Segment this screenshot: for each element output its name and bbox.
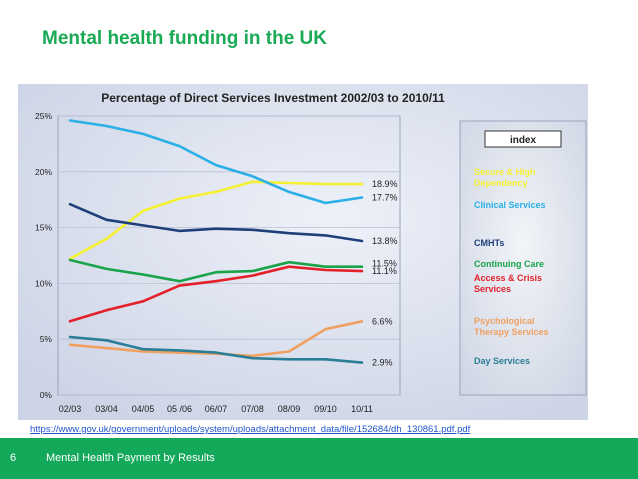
series-line bbox=[68, 180, 364, 261]
chart-figure: Percentage of Direct Services Investment… bbox=[18, 84, 588, 420]
legend-entry: Psychological Therapy Services bbox=[474, 316, 549, 337]
y-tick-label: 25% bbox=[35, 111, 52, 121]
source-link[interactable]: https://www.gov.uk/government/uploads/sy… bbox=[30, 424, 471, 435]
y-tick-label: 0% bbox=[40, 390, 53, 400]
end-data-label: 6.6% bbox=[372, 316, 393, 326]
x-tick-label: 07/08 bbox=[241, 404, 264, 414]
footer-bar: 6 Mental Health Payment by Results bbox=[0, 438, 638, 479]
legend-panel bbox=[459, 120, 587, 396]
x-tick-label: 03/04 bbox=[95, 404, 118, 414]
slide-title: Mental health funding in the UK bbox=[42, 28, 327, 49]
y-tick-label: 5% bbox=[40, 334, 53, 344]
x-tick-label: 09/10 bbox=[314, 404, 337, 414]
end-data-label: 11.1% bbox=[372, 266, 397, 276]
end-data-label: 2.9% bbox=[372, 358, 393, 368]
series-line bbox=[68, 335, 364, 364]
footer-text: Mental Health Payment by Results bbox=[46, 452, 215, 464]
x-tick-label: 02/03 bbox=[59, 404, 82, 414]
end-data-label: 11.5% bbox=[372, 259, 397, 269]
y-tick-label: 10% bbox=[35, 278, 52, 288]
x-tick-label: 08/09 bbox=[278, 404, 301, 414]
x-tick-label: 06/07 bbox=[205, 404, 228, 414]
legend-entry: CMHTs bbox=[474, 238, 504, 248]
legend-entry: Secure & High Dependency bbox=[474, 167, 536, 188]
y-tick-label: 15% bbox=[35, 223, 52, 233]
end-data-label: 13.8% bbox=[372, 236, 398, 246]
y-tick-label: 20% bbox=[35, 167, 52, 177]
x-tick-label: 05 /06 bbox=[167, 404, 192, 414]
x-tick-label: 04/05 bbox=[132, 404, 155, 414]
legend-entry: Access & Crisis Services bbox=[474, 273, 542, 294]
series-line bbox=[68, 119, 364, 205]
legend-title: index bbox=[510, 135, 537, 146]
series-line bbox=[68, 265, 364, 323]
page-number: 6 bbox=[10, 452, 17, 464]
legend-entry: Continuing Care bbox=[474, 259, 544, 269]
series-line bbox=[68, 258, 364, 283]
legend-entry: Clinical Services bbox=[474, 200, 546, 210]
legend-entry: Day Services bbox=[474, 356, 530, 366]
series-line bbox=[68, 202, 364, 243]
legend-title-box bbox=[484, 130, 562, 148]
chart-title: Percentage of Direct Services Investment… bbox=[101, 91, 445, 105]
x-tick-label: 10/11 bbox=[351, 404, 373, 414]
end-data-label: 18.9% bbox=[372, 179, 398, 189]
end-data-label: 17.7% bbox=[372, 192, 398, 202]
line-chart: Percentage of Direct Services Investment… bbox=[18, 84, 588, 420]
